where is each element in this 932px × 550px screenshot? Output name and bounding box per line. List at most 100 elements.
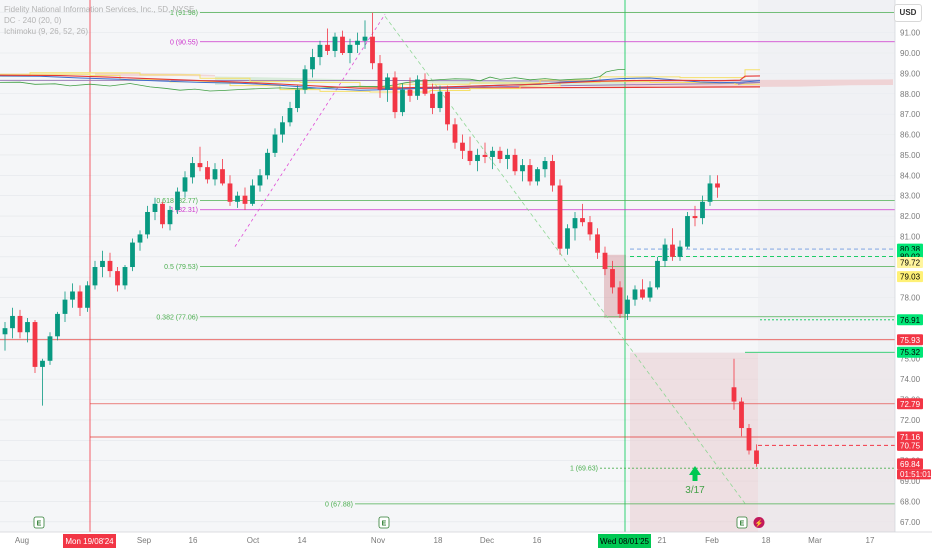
earnings-marker <box>378 516 390 529</box>
candle-body <box>670 244 675 257</box>
candle-body <box>197 163 203 168</box>
price-label-box <box>897 314 923 326</box>
candle-body <box>739 401 744 429</box>
price-tick-label: 90.00 <box>900 49 921 58</box>
price-label-box <box>897 257 923 269</box>
candle-body <box>280 122 285 135</box>
candle-body <box>677 246 683 257</box>
earnings-marker <box>736 516 748 529</box>
price-tick-label: 88.00 <box>900 90 921 99</box>
time-tick-label: Sep <box>137 536 152 545</box>
time-tick-label: 16 <box>189 536 198 545</box>
candle-body <box>265 152 270 176</box>
fib-label: 1 (82.31) <box>170 207 198 214</box>
dividend-marker <box>753 517 765 528</box>
annotation-3-17: 3/17 <box>685 485 705 496</box>
earnings-marker-label: E <box>382 521 387 528</box>
candle-body <box>746 428 752 451</box>
candle-body <box>287 108 293 123</box>
candle-body <box>32 322 38 367</box>
time-tick-label: 17 <box>866 536 875 545</box>
candle-body <box>122 267 128 286</box>
time-tick-label: 18 <box>762 536 771 545</box>
candle-body <box>392 77 398 113</box>
time-tick-label: 16 <box>533 536 542 545</box>
candle-body <box>490 150 495 157</box>
candle-body <box>70 291 75 300</box>
ma-tail <box>737 81 761 85</box>
time-tick-label: 18 <box>434 536 443 545</box>
price-label-box <box>897 398 923 410</box>
price-label-box <box>897 334 923 346</box>
time-tick-label: 14 <box>298 536 307 545</box>
price-tick-label: 82.00 <box>900 212 921 221</box>
candle-body <box>77 291 83 308</box>
candle-body <box>272 134 278 153</box>
countdown-box <box>897 469 931 480</box>
candle-body <box>460 142 465 151</box>
candle-body <box>482 154 488 157</box>
candle-body <box>182 177 188 192</box>
ichimoku-chikou-span <box>0 69 626 92</box>
price-tick-label: 91.00 <box>900 29 921 38</box>
candle-body <box>640 289 645 298</box>
candle-body <box>347 44 353 53</box>
candle-body <box>325 44 330 51</box>
candle-body <box>557 185 563 249</box>
candle-body <box>497 150 503 159</box>
candle-body <box>445 91 450 125</box>
price-tick-label: 81.00 <box>900 232 921 241</box>
candle-body <box>92 267 98 286</box>
candle-body <box>17 315 23 333</box>
fib-label: 0.5 (79.53) <box>164 264 198 271</box>
fib-label: 1 (91.98) <box>170 10 198 17</box>
price-tick-label: 89.00 <box>900 69 921 78</box>
time-tick-label: 21 <box>658 536 667 545</box>
candle-body <box>617 287 623 314</box>
fib-label: 0.382 (77.06) <box>156 314 198 321</box>
time-tick-label: Mar <box>808 536 822 545</box>
candle-body <box>685 216 690 247</box>
candle-body <box>385 77 390 90</box>
price-label-text: 80.02 <box>900 252 921 261</box>
candle-body <box>257 175 263 186</box>
candle-body <box>535 169 540 182</box>
candle-body <box>715 183 720 188</box>
ma-purple-mid <box>379 82 761 90</box>
currency-button[interactable]: USD <box>894 4 922 22</box>
crosshair-date-box <box>63 534 116 548</box>
time-tick-label: Nov <box>371 536 385 545</box>
candle-body <box>430 93 435 109</box>
candle-body <box>317 44 323 58</box>
candle-body <box>152 203 158 212</box>
candle-body <box>340 36 345 53</box>
price-label-text: 71.16 <box>900 433 921 442</box>
candle-body <box>731 387 737 402</box>
candle-body <box>302 69 308 90</box>
candle-body <box>220 169 225 184</box>
candle-body <box>437 91 443 109</box>
candle-body <box>415 79 420 96</box>
candle-body <box>505 154 510 159</box>
candle-body <box>175 191 180 210</box>
fib-label: 1 (69.63) <box>570 466 598 473</box>
candle-body <box>700 201 705 219</box>
candle-body <box>310 57 315 70</box>
candle-body <box>542 161 548 170</box>
fib-label: 0 (67.88) <box>325 501 353 508</box>
time-tick-label: Dec <box>480 536 494 545</box>
price-tick-label: 84.00 <box>900 171 921 180</box>
candle-body <box>107 260 113 272</box>
price-label-text: 79.03 <box>900 273 921 282</box>
price-label-text: 72.79 <box>900 400 921 409</box>
trend-line <box>234 14 386 247</box>
candle-body <box>160 203 165 225</box>
candle-body <box>10 315 15 329</box>
candle-body <box>145 211 150 235</box>
time-tick-label: Oct <box>247 536 260 545</box>
price-tick-label: 67.00 <box>900 518 921 527</box>
candle-body <box>115 271 120 286</box>
price-tick-label: 69.00 <box>900 477 921 486</box>
